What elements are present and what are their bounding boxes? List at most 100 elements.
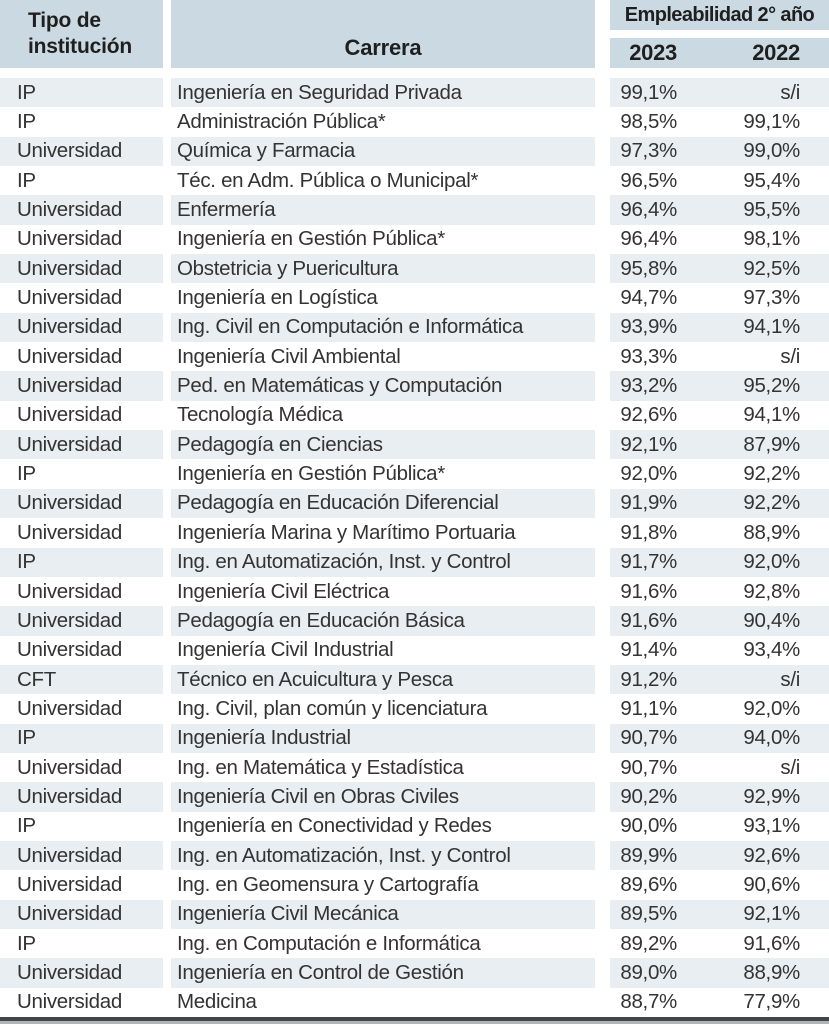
employability-values-cell: 93,3% s/i — [610, 342, 829, 371]
bottom-rule — [0, 1017, 829, 1021]
employability-2023-value: 89,2% — [620, 931, 677, 955]
employability-2022-value: 92,0% — [743, 696, 800, 720]
employability-values-cell: 93,2% 95,2% — [610, 371, 829, 401]
table-row: Universidad Química y Farmacia 97,3% 99,… — [0, 136, 829, 167]
career-cell: Administración Pública* — [177, 110, 386, 134]
employability-values-cell: 96,4% 95,5% — [610, 195, 829, 225]
employability-values-cell: 91,9% 92,2% — [610, 488, 829, 519]
employability-values-cell: 94,7% 97,3% — [610, 283, 829, 312]
table-row: Universidad Ingeniería Civil Ambiental 9… — [0, 342, 829, 371]
institution-type-cell: Universidad — [0, 136, 163, 167]
employability-2022-value: s/i — [780, 755, 800, 779]
employability-2022-value: 93,4% — [743, 638, 800, 662]
employability-values-cell: 89,9% 92,6% — [610, 840, 829, 871]
table-row: Universidad Tecnología Médica 92,6% 94,1… — [0, 401, 829, 430]
career-cell: Téc. en Adm. Pública o Municipal* — [177, 168, 479, 192]
table-row: Universidad Ingeniería Civil Mecánica 89… — [0, 899, 829, 929]
employability-2023-value: 91,6% — [620, 579, 677, 603]
employability-2023-value: 92,1% — [620, 432, 677, 456]
header-employability-group: Empleabilidad 2° año 2023 2022 — [610, 0, 829, 68]
career-cell: Ing. en Matemática y Estadística — [177, 755, 464, 779]
table-row: Universidad Enfermería 96,4% 95,5% — [0, 195, 829, 225]
career-cell: Química y Farmacia — [171, 136, 595, 167]
header-career: Carrera — [171, 0, 595, 68]
table-row: Universidad Medicina 88,7% 77,9% — [0, 988, 829, 1017]
career-cell: Ingeniería en Seguridad Privada — [171, 78, 595, 108]
institution-type-cell: Universidad — [0, 899, 163, 929]
table-row: Universidad Pedagogía en Educación Básic… — [0, 606, 829, 636]
employability-values-cell: 97,3% 99,0% — [610, 136, 829, 167]
table-body: IP Ingeniería en Seguridad Privada 99,1%… — [0, 78, 829, 1017]
bottom-rule-shadow — [0, 1021, 829, 1024]
header-2023: 2023 — [629, 40, 677, 65]
institution-type-cell: IP — [17, 931, 36, 955]
institution-type-cell: IP — [17, 814, 36, 838]
table-row: IP Ingeniería en Conectividad y Redes 90… — [0, 812, 829, 841]
institution-type-cell: CFT — [0, 664, 163, 695]
employability-values-cell: 92,1% 87,9% — [610, 430, 829, 460]
column-gutter — [595, 313, 610, 342]
table-row: Universidad Ingeniería en Control de Ges… — [0, 958, 829, 988]
header-gutter — [610, 30, 829, 38]
employability-2023-value: 91,6% — [620, 608, 677, 632]
institution-type-cell: IP — [17, 168, 36, 192]
institution-type-cell: Universidad — [17, 755, 122, 779]
institution-type-cell: IP — [17, 462, 36, 486]
table-row: Universidad Ingeniería Marina y Marítimo… — [0, 518, 829, 547]
institution-type-cell: IP — [0, 547, 163, 577]
header-institution-type-label: Tipo de institución — [28, 9, 132, 58]
employability-2022-value: 90,4% — [743, 608, 800, 632]
table-row: IP Ingeniería en Gestión Pública* 92,0% … — [0, 459, 829, 488]
column-gutter — [595, 195, 610, 224]
employability-values-cell: 89,5% 92,1% — [610, 899, 829, 929]
employability-2022-value: 94,1% — [743, 403, 800, 427]
column-gutter — [595, 900, 610, 929]
career-cell: Enfermería — [171, 195, 595, 225]
employability-2023-value: 90,0% — [620, 814, 677, 838]
employability-values-cell: 89,6% 90,6% — [610, 870, 829, 899]
career-cell: Ing. en Automatización, Inst. y Control — [171, 547, 595, 577]
employability-2022-value: s/i — [780, 667, 800, 691]
column-gutter — [163, 107, 171, 136]
table-row: Universidad Ingeniería Civil en Obras Ci… — [0, 782, 829, 812]
employability-2023-value: 93,9% — [620, 315, 677, 339]
table-row: IP Ing. en Computación e Informática 89,… — [0, 929, 829, 958]
column-gutter — [163, 283, 171, 312]
column-gutter — [163, 900, 171, 929]
employability-2022-value: 92,8% — [743, 579, 800, 603]
employability-2023-value: 95,8% — [620, 256, 677, 280]
institution-type-cell: Universidad — [17, 638, 122, 662]
employability-2022-value: s/i — [780, 80, 800, 104]
table-row: IP Ing. en Automatización, Inst. y Contr… — [0, 547, 829, 577]
table-row: IP Ingeniería en Seguridad Privada 99,1%… — [0, 78, 829, 108]
institution-type-cell: IP — [0, 723, 163, 753]
column-gutter — [163, 929, 171, 958]
employability-2023-value: 91,8% — [620, 520, 677, 544]
column-gutter — [595, 548, 610, 577]
employability-2023-value: 89,5% — [620, 902, 677, 926]
table-row: IP Ingeniería Industrial 90,7% 94,0% — [0, 723, 829, 753]
employability-2022-value: 97,3% — [743, 286, 800, 310]
column-gutter — [163, 518, 171, 547]
career-cell: Técnico en Acuicultura y Pesca — [171, 664, 595, 695]
column-gutter — [163, 78, 171, 107]
column-gutter — [163, 577, 171, 606]
employability-2023-value: 92,6% — [620, 403, 677, 427]
employability-2023-value: 93,3% — [620, 344, 677, 368]
institution-type-cell: Universidad — [17, 403, 122, 427]
employability-2023-value: 96,5% — [620, 168, 677, 192]
employability-2022-value: 91,6% — [743, 931, 800, 955]
column-gutter — [163, 958, 171, 987]
column-gutter — [595, 929, 610, 958]
column-gutter — [595, 577, 610, 606]
column-gutter — [595, 254, 610, 283]
employability-values-cell: 96,4% 98,1% — [610, 225, 829, 254]
column-gutter — [595, 870, 610, 899]
column-gutter — [163, 430, 171, 459]
column-gutter — [595, 78, 610, 107]
employability-2022-value: 87,9% — [743, 432, 800, 456]
column-gutter — [163, 166, 171, 195]
institution-type-cell: Universidad — [0, 195, 163, 225]
column-gutter — [163, 812, 171, 841]
